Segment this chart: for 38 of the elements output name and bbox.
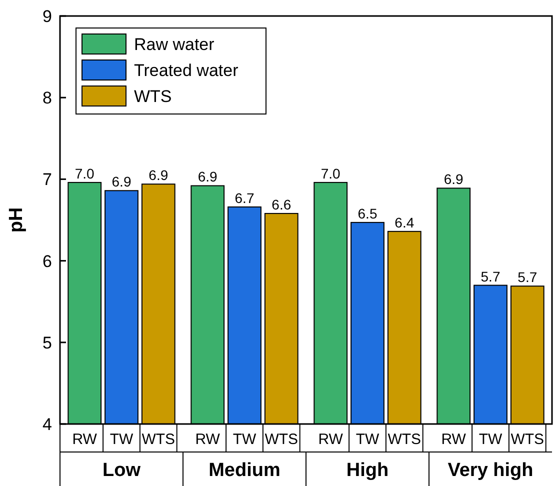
y-tick-label: 6 [42, 252, 52, 271]
y-axis-title: pH [6, 207, 27, 233]
legend-label: Raw water [134, 34, 215, 54]
data-label: 5.7 [480, 268, 500, 284]
text: WTS [388, 431, 422, 448]
data-label: 6.9 [112, 174, 132, 190]
y-tick-label: 4 [42, 414, 52, 434]
text: WTS [142, 431, 176, 448]
x-tick-label: Low [102, 460, 141, 481]
data-label: 6.9 [444, 171, 464, 188]
text: RW [318, 431, 344, 448]
text: RW [195, 431, 221, 448]
legend-label: Treated water [134, 60, 239, 80]
y-tick-label: 8 [42, 88, 52, 108]
text: WTS [510, 431, 544, 448]
text: WTS [264, 431, 298, 448]
y-tick-label: 7 [42, 170, 52, 190]
y-tick-label: 5 [42, 333, 52, 352]
text: RW [441, 431, 467, 448]
data-label: 6.9 [198, 168, 218, 185]
data-label: 6.4 [394, 214, 414, 230]
data-label: 7.0 [320, 165, 341, 182]
y-tick-label: 9 [42, 6, 52, 26]
text: RW [72, 431, 98, 448]
text: TW [110, 431, 134, 448]
data-label: 6.6 [272, 196, 292, 212]
data-label: 6.9 [148, 167, 168, 184]
text: TW [232, 431, 257, 448]
data-label: 5.7 [518, 269, 538, 286]
text: TW [478, 431, 503, 448]
data-label: 7.0 [74, 165, 95, 182]
legend-label: WTS [134, 86, 172, 106]
x-tick-label: Medium [208, 460, 280, 481]
data-label: 6.5 [358, 205, 378, 222]
x-tick-label: Very high [448, 460, 534, 481]
x-tick-label: High [346, 460, 389, 481]
data-label: 6.7 [234, 190, 254, 206]
text: TW [356, 431, 380, 448]
